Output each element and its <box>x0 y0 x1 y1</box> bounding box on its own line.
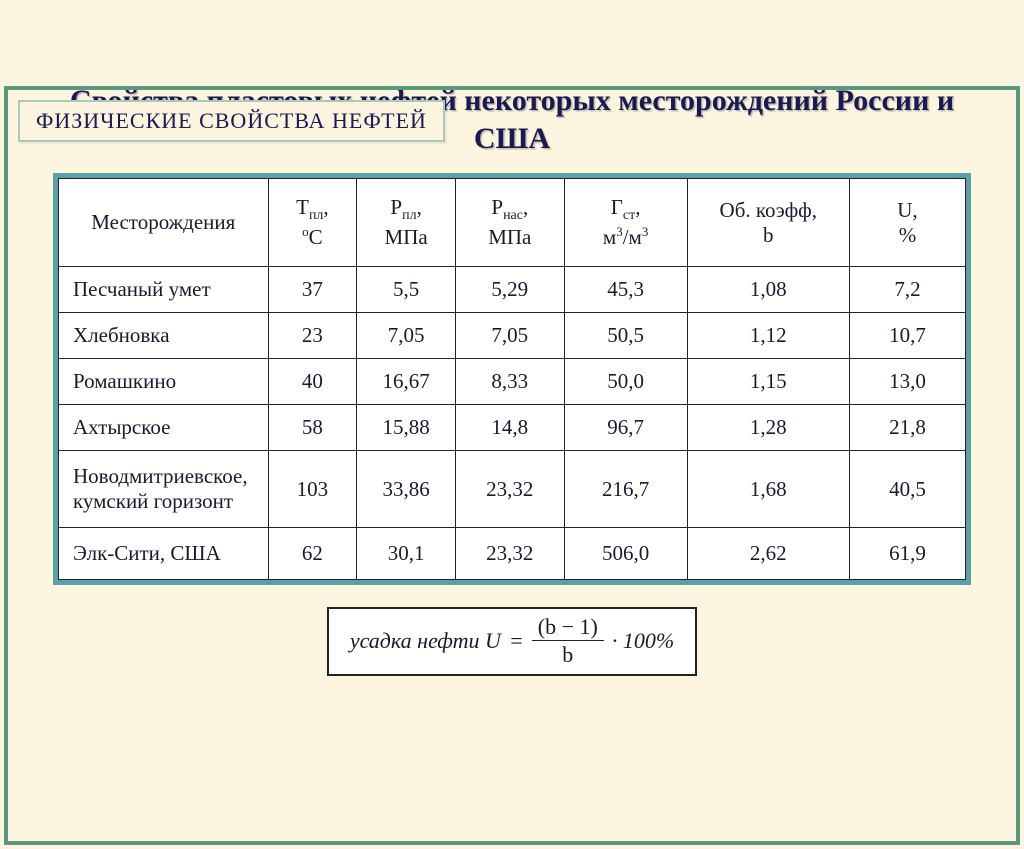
cell-value: 8,33 <box>456 359 565 405</box>
formula-fraction: (b − 1) b <box>532 615 604 666</box>
col-header-u: U,% <box>849 179 965 267</box>
cell-name: Новодмитриевское, кумский горизонт <box>59 451 269 528</box>
cell-value: 45,3 <box>564 267 687 313</box>
cell-value: 7,05 <box>357 313 456 359</box>
properties-table-wrap: Месторождения Тпл, oС Рпл, МПа Рнас, МПа… <box>53 173 971 585</box>
cell-value: 506,0 <box>564 528 687 580</box>
cell-name: Хлебновка <box>59 313 269 359</box>
cell-value: 216,7 <box>564 451 687 528</box>
cell-value: 10,7 <box>849 313 965 359</box>
cell-value: 96,7 <box>564 405 687 451</box>
cell-value: 30,1 <box>357 528 456 580</box>
col-header-pnas: Рнас, МПа <box>456 179 565 267</box>
cell-value: 7,2 <box>849 267 965 313</box>
slide-tag-text: ФИЗИЧЕСКИЕ СВОЙСТВА НЕФТЕЙ <box>36 108 427 133</box>
cell-value: 21,8 <box>849 405 965 451</box>
table-body: Песчаный умет375,55,2945,31,087,2Хлебнов… <box>59 267 966 580</box>
cell-value: 14,8 <box>456 405 565 451</box>
col-header-gst: Гст, м3/м3 <box>564 179 687 267</box>
cell-value: 13,0 <box>849 359 965 405</box>
table-row: Ахтырское5815,8814,896,71,2821,8 <box>59 405 966 451</box>
cell-value: 50,0 <box>564 359 687 405</box>
properties-table: Месторождения Тпл, oС Рпл, МПа Рнас, МПа… <box>58 178 966 580</box>
col-header-name: Месторождения <box>59 179 269 267</box>
cell-value: 37 <box>268 267 357 313</box>
table-header-row: Месторождения Тпл, oС Рпл, МПа Рнас, МПа… <box>59 179 966 267</box>
cell-value: 50,5 <box>564 313 687 359</box>
cell-value: 2,62 <box>687 528 849 580</box>
table-row: Хлебновка237,057,0550,51,1210,7 <box>59 313 966 359</box>
cell-value: 33,86 <box>357 451 456 528</box>
formula: усадка нефти U = (b − 1) b · 100% <box>350 615 674 666</box>
col-header-t: Тпл, oС <box>268 179 357 267</box>
cell-value: 1,12 <box>687 313 849 359</box>
cell-value: 23,32 <box>456 451 565 528</box>
col-header-b: Об. коэфф,b <box>687 179 849 267</box>
cell-value: 1,28 <box>687 405 849 451</box>
cell-value: 16,67 <box>357 359 456 405</box>
cell-value: 103 <box>268 451 357 528</box>
cell-value: 61,9 <box>849 528 965 580</box>
cell-name: Песчаный умет <box>59 267 269 313</box>
cell-value: 5,5 <box>357 267 456 313</box>
cell-value: 23,32 <box>456 528 565 580</box>
cell-name: Элк-Сити, США <box>59 528 269 580</box>
cell-value: 40,5 <box>849 451 965 528</box>
table-row: Песчаный умет375,55,2945,31,087,2 <box>59 267 966 313</box>
cell-name: Ромашкино <box>59 359 269 405</box>
col-header-ppl: Рпл, МПа <box>357 179 456 267</box>
formula-box: усадка нефти U = (b − 1) b · 100% <box>327 607 697 676</box>
table-row: Элк-Сити, США6230,123,32506,02,6261,9 <box>59 528 966 580</box>
unit-m3m3: м3/м3 <box>603 225 648 249</box>
cell-value: 1,15 <box>687 359 849 405</box>
cell-value: 15,88 <box>357 405 456 451</box>
formula-lhs: усадка нефти U <box>350 628 501 654</box>
cell-name: Ахтырское <box>59 405 269 451</box>
cell-value: 1,08 <box>687 267 849 313</box>
cell-value: 7,05 <box>456 313 565 359</box>
formula-tail: · 100% <box>612 628 674 654</box>
cell-value: 5,29 <box>456 267 565 313</box>
table-row: Ромашкино4016,678,3350,01,1513,0 <box>59 359 966 405</box>
table-row: Новодмитриевское, кумский горизонт10333,… <box>59 451 966 528</box>
cell-value: 58 <box>268 405 357 451</box>
cell-value: 23 <box>268 313 357 359</box>
cell-value: 62 <box>268 528 357 580</box>
cell-value: 40 <box>268 359 357 405</box>
cell-value: 1,68 <box>687 451 849 528</box>
slide-tag: ФИЗИЧЕСКИЕ СВОЙСТВА НЕФТЕЙ <box>18 100 445 142</box>
